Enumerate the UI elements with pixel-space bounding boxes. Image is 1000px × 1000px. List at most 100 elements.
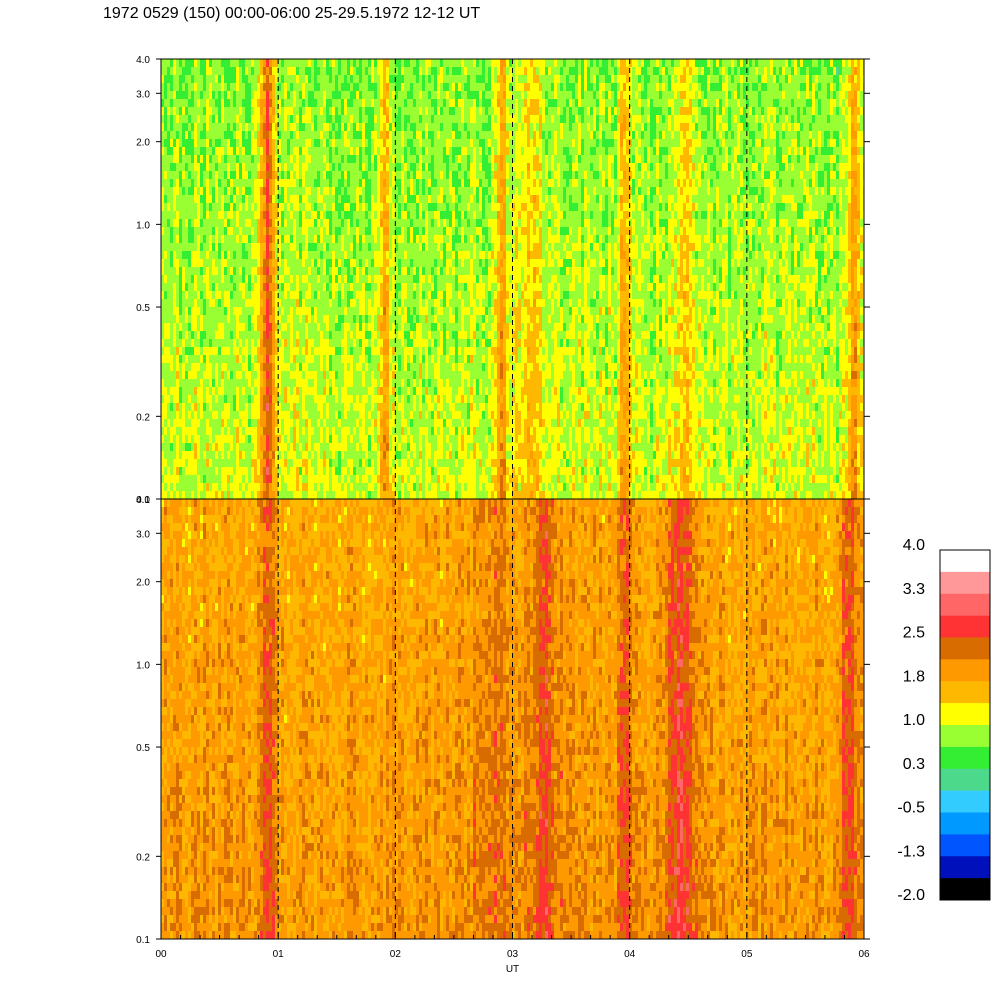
heatmap-cell <box>173 363 177 372</box>
heatmap-cell <box>404 387 408 396</box>
heatmap-cell <box>293 123 297 132</box>
heatmap-cell <box>368 467 372 476</box>
heatmap-cell <box>227 155 231 164</box>
heatmap-cell <box>164 363 168 372</box>
heatmap-cell <box>284 419 288 428</box>
heatmap-cell <box>221 307 225 316</box>
heatmap-cell <box>323 275 327 284</box>
heatmap-cell <box>335 315 339 324</box>
heatmap-cell <box>380 163 384 172</box>
heatmap-cell <box>254 467 258 476</box>
heatmap-cell <box>275 315 279 324</box>
heatmap-cell <box>290 371 294 380</box>
heatmap-cell <box>206 139 210 148</box>
heatmap-cell <box>206 315 210 324</box>
heatmap-cell <box>170 259 174 268</box>
heatmap-cell <box>347 59 351 68</box>
heatmap-cell <box>425 211 429 220</box>
heatmap-cell <box>227 163 231 172</box>
heatmap-cell <box>407 371 411 380</box>
heatmap-cell <box>365 139 369 148</box>
heatmap-cell <box>275 411 279 420</box>
heatmap-cell <box>278 283 282 292</box>
heatmap-cell <box>191 227 195 236</box>
heatmap-cell <box>350 283 354 292</box>
heatmap-cell <box>365 259 369 268</box>
heatmap-cell <box>290 419 294 428</box>
heatmap-cell <box>401 139 405 148</box>
heatmap-cell <box>425 371 429 380</box>
heatmap-cell <box>368 259 372 268</box>
heatmap-cell <box>170 475 174 484</box>
heatmap-cell <box>188 227 192 236</box>
heatmap-cell <box>188 419 192 428</box>
heatmap-cell <box>356 211 360 220</box>
heatmap-cell <box>251 75 255 84</box>
heatmap-cell <box>323 299 327 308</box>
heatmap-cell <box>341 323 345 332</box>
heatmap-cell <box>287 235 291 244</box>
heatmap-cell <box>278 387 282 396</box>
heatmap-cell <box>188 299 192 308</box>
heatmap-cell <box>275 147 279 156</box>
heatmap-cell <box>365 331 369 340</box>
heatmap-cell <box>365 307 369 316</box>
heatmap-cell <box>416 131 420 140</box>
heatmap-cell <box>269 275 273 284</box>
heatmap-cell <box>275 83 279 92</box>
heatmap-cell <box>284 219 288 228</box>
heatmap-cell <box>329 195 333 204</box>
heatmap-cell <box>290 395 294 404</box>
heatmap-cell <box>419 459 423 468</box>
heatmap-cell <box>197 283 201 292</box>
heatmap-cell <box>290 67 294 76</box>
heatmap-cell <box>404 451 408 460</box>
heatmap-cell <box>287 267 291 276</box>
heatmap-cell <box>170 363 174 372</box>
heatmap-cell <box>332 179 336 188</box>
heatmap-cell <box>182 355 186 364</box>
heatmap-cell <box>194 323 198 332</box>
heatmap-cell <box>374 155 378 164</box>
heatmap-cell <box>170 491 174 499</box>
heatmap-cell <box>242 275 246 284</box>
heatmap-cell <box>263 107 267 116</box>
heatmap-cell <box>182 403 186 412</box>
heatmap-cell <box>173 91 177 100</box>
heatmap-cell <box>410 379 414 388</box>
heatmap-cell <box>428 475 432 484</box>
heatmap-cell <box>329 355 333 364</box>
heatmap-cell <box>257 171 261 180</box>
heatmap-cell <box>371 91 375 100</box>
heatmap-cell <box>329 419 333 428</box>
heatmap-cell <box>290 187 294 196</box>
heatmap-cell <box>410 59 414 68</box>
heatmap-cell <box>254 483 258 492</box>
heatmap-cell <box>416 451 420 460</box>
heatmap-cell <box>395 171 399 180</box>
heatmap-cell <box>263 339 267 348</box>
heatmap-cell <box>356 387 360 396</box>
heatmap-cell <box>293 491 297 499</box>
heatmap-cell <box>326 323 330 332</box>
heatmap-cell <box>176 163 180 172</box>
heatmap-cell <box>212 195 216 204</box>
heatmap-cell <box>287 203 291 212</box>
heatmap-cell <box>269 83 273 92</box>
heatmap-cell <box>395 275 399 284</box>
heatmap-cell <box>383 363 387 372</box>
heatmap-cell <box>257 179 261 188</box>
heatmap-cell <box>338 451 342 460</box>
heatmap-cell <box>377 419 381 428</box>
heatmap-cell <box>287 467 291 476</box>
heatmap-cell <box>206 403 210 412</box>
heatmap-cell <box>263 187 267 196</box>
heatmap-cell <box>428 259 432 268</box>
heatmap-cell <box>185 123 189 132</box>
heatmap-cell <box>176 459 180 468</box>
heatmap-cell <box>224 123 228 132</box>
heatmap-cell <box>308 187 312 196</box>
heatmap-cell <box>305 235 309 244</box>
heatmap-cell <box>218 187 222 196</box>
heatmap-cell <box>386 195 390 204</box>
